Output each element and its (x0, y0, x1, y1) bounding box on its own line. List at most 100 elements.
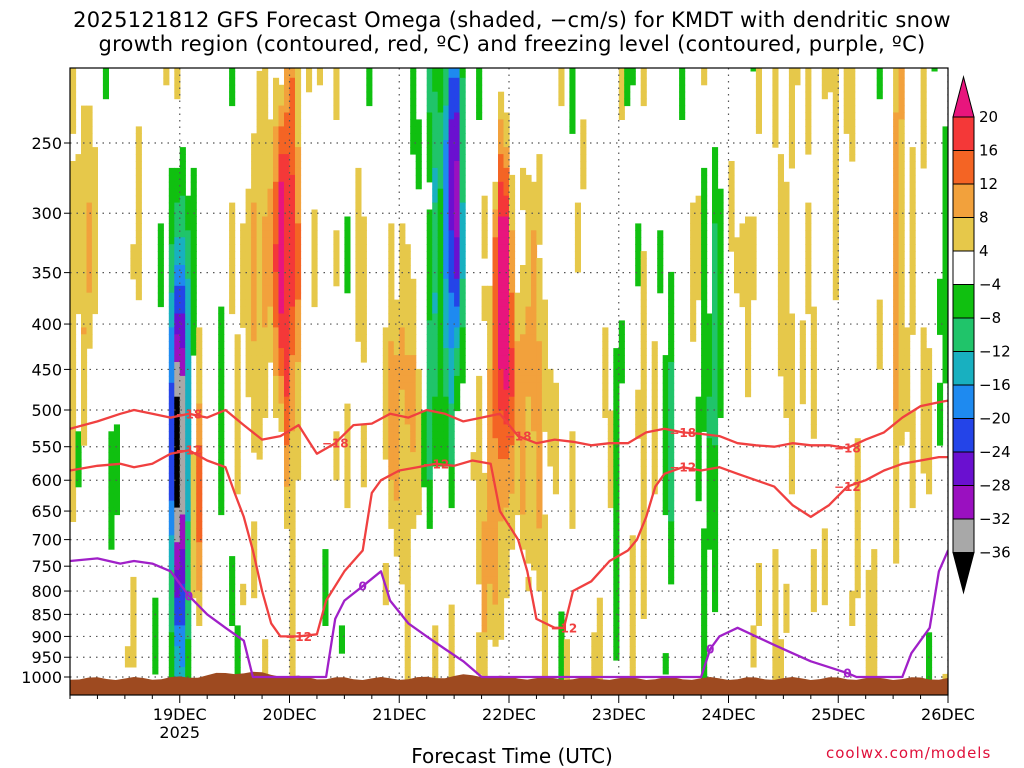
omega-cell (251, 341, 258, 349)
omega-cell (179, 459, 186, 467)
omega-cell (70, 91, 77, 100)
omega-cell (256, 195, 263, 204)
omega-cell (388, 278, 395, 287)
omega-cell (476, 521, 483, 529)
omega-cell (393, 507, 400, 516)
omega-cell (81, 355, 88, 363)
omega-cell (745, 306, 752, 315)
omega-cell (569, 514, 576, 522)
omega-cell (745, 348, 752, 356)
omega-cell (256, 438, 263, 446)
omega-cell (262, 251, 269, 259)
omega-cell (618, 70, 625, 79)
colorbar-label: −32 (979, 510, 1011, 528)
omega-cell (174, 195, 181, 204)
omega-cell (267, 285, 274, 294)
omega-cell (536, 452, 543, 460)
omega-cell (388, 251, 395, 259)
omega-cell (185, 348, 192, 356)
omega-cell (448, 438, 455, 446)
omega-cell (240, 583, 247, 592)
omega-cell (558, 625, 565, 633)
omega-cell (459, 112, 466, 120)
omega-cell (695, 202, 702, 211)
omega-cell (448, 368, 455, 377)
omega-cell (179, 493, 186, 502)
omega-cell (437, 334, 444, 342)
omega-cell (920, 348, 927, 356)
omega-cell (404, 500, 411, 509)
colorbar-label: −4 (979, 276, 1001, 294)
omega-cell (942, 348, 948, 356)
omega-cell (174, 362, 181, 370)
omega-cell (717, 188, 724, 197)
omega-cell (399, 299, 406, 308)
omega-cell (185, 368, 192, 377)
omega-cell (640, 265, 647, 273)
omega-cell (322, 611, 329, 619)
omega-cell (531, 306, 538, 315)
omega-cell (262, 348, 269, 356)
omega-cell (487, 410, 494, 418)
omega-cell (421, 479, 428, 488)
colorbar-label: 8 (979, 209, 989, 227)
omega-cell (393, 355, 400, 363)
omega-cell (448, 174, 455, 183)
omega-cell (443, 396, 450, 405)
omega-cell (651, 459, 658, 467)
omega-cell (86, 195, 93, 204)
omega-cell (476, 77, 483, 86)
omega-cell (706, 389, 713, 398)
omega-cell (256, 313, 263, 321)
credit-link[interactable]: coolwx.com/models (826, 744, 992, 762)
omega-cell (909, 223, 916, 231)
omega-cell (492, 452, 499, 460)
omega-cell (86, 251, 93, 259)
omega-cell (168, 209, 175, 217)
omega-cell (278, 306, 285, 315)
omega-cell (459, 320, 466, 328)
omega-cell (432, 140, 439, 148)
omega-cell (174, 389, 181, 398)
omega-cell (174, 618, 181, 626)
omega-cell (415, 486, 422, 495)
omega-cell (190, 244, 197, 252)
omega-cell (185, 424, 192, 432)
omega-cell (190, 459, 197, 467)
omega-cell (481, 597, 488, 606)
omega-cell (849, 70, 856, 79)
omega-cell (179, 382, 186, 391)
omega-cell (937, 424, 944, 432)
chart-title: 2025121812 GFS Forecast Omega (shaded, −… (0, 8, 1024, 56)
omega-cell (179, 389, 186, 398)
omega-cell (388, 313, 395, 321)
omega-cell (174, 556, 181, 564)
colorbar-box (952, 451, 975, 486)
omega-cell (712, 542, 719, 550)
omega-cell (388, 320, 395, 328)
omega-cell (865, 625, 872, 633)
omega-cell (525, 583, 532, 592)
omega-cell (262, 355, 269, 363)
omega-cell (893, 542, 900, 550)
omega-cell (668, 438, 675, 446)
omega-cell (531, 285, 538, 294)
omega-cell (135, 147, 142, 155)
omega-cell (810, 604, 817, 613)
omega-cell (229, 258, 236, 266)
omega-cell (70, 230, 77, 238)
omega-cell (251, 174, 258, 183)
omega-cell (580, 181, 587, 190)
omega-cell (596, 597, 603, 606)
omega-cell (278, 98, 285, 107)
omega-cell (871, 569, 878, 578)
omega-cell (174, 660, 181, 668)
omega-cell (536, 265, 543, 273)
omega-cell (536, 348, 543, 356)
omega-cell (382, 590, 389, 599)
omega-cell (81, 292, 88, 301)
omega-cell (415, 382, 422, 391)
omega-cell (399, 265, 406, 273)
omega-cell (607, 486, 614, 495)
omega-cell (81, 424, 88, 432)
